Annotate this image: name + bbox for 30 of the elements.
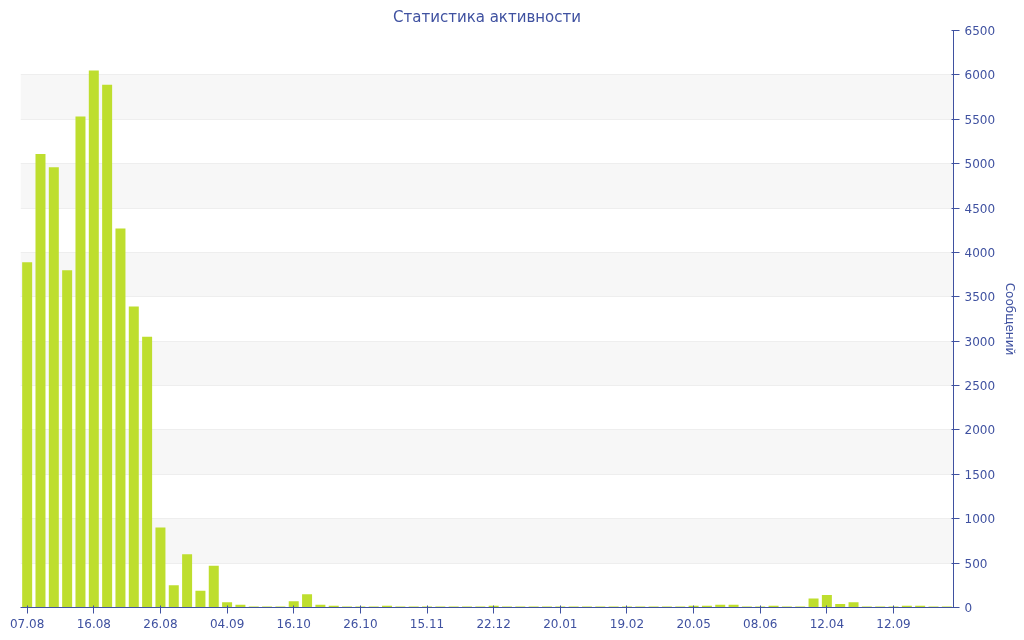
y-tick-label: 3500 xyxy=(964,290,996,305)
x-tick-label: 16.10 xyxy=(276,616,311,631)
y-tick-label: 4000 xyxy=(964,245,996,260)
y-tick-label: 5500 xyxy=(964,112,996,127)
x-tick-label: 08.06 xyxy=(743,616,778,631)
x-tick-label: 20.01 xyxy=(543,616,578,631)
x-tick-label: 19.02 xyxy=(609,616,645,631)
y-tick-label: 4500 xyxy=(964,201,996,216)
x-tick-label: 07.08 xyxy=(9,616,45,631)
chart-title: Статистика активности xyxy=(393,7,581,26)
y-tick-label: 1000 xyxy=(964,512,996,527)
x-tick-label: 26.08 xyxy=(143,616,178,631)
x-tick-label: 16.08 xyxy=(76,616,111,631)
y-tick-label: 2500 xyxy=(964,379,996,394)
y-tick-label: 5000 xyxy=(964,157,996,172)
x-tick-label: 26.10 xyxy=(343,616,378,631)
y-axis-title: Сообщений xyxy=(1003,282,1018,356)
x-tick-label: 12.09 xyxy=(876,616,911,631)
y-tick-label: 0 xyxy=(964,601,973,615)
y-tick-label: 6500 xyxy=(964,24,996,38)
y-tick-label: 6000 xyxy=(964,68,996,83)
y-tick-label: 1500 xyxy=(964,467,996,482)
x-tick-label: 22.12 xyxy=(476,616,511,631)
x-tick-label: 20.05 xyxy=(676,616,711,631)
y-tick-label: 3000 xyxy=(964,334,996,349)
x-tick-label: 15.11 xyxy=(409,616,445,631)
x-tick-label: 04.09 xyxy=(209,616,245,631)
y-tick-label: 500 xyxy=(964,556,988,571)
x-tick-label: 12.04 xyxy=(809,616,845,631)
y-tick-label: 2000 xyxy=(964,423,996,438)
